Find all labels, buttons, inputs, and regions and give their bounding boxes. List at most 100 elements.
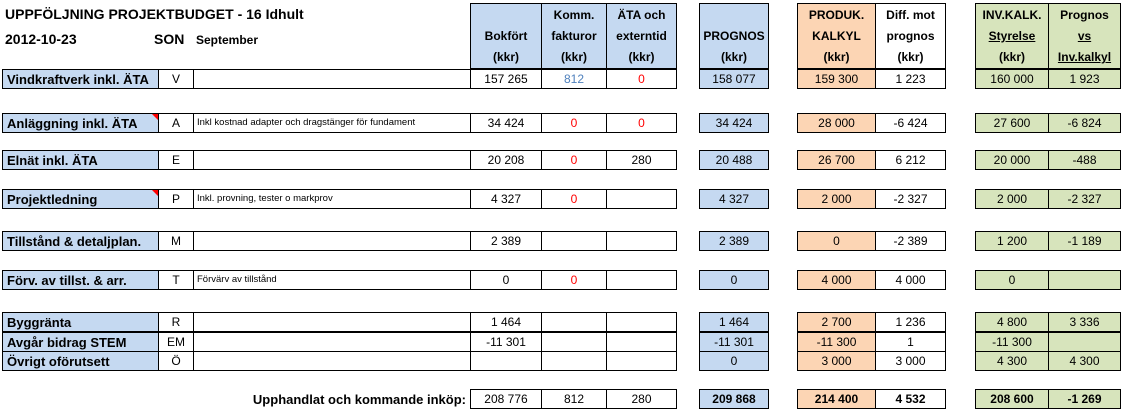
cell-inv[interactable]: -11 300	[975, 332, 1049, 352]
total-produk[interactable]: 214 400	[797, 389, 876, 409]
cell-inv[interactable]: 2 000	[975, 189, 1049, 209]
row-label[interactable]: Projektledning	[2, 189, 159, 209]
cell-inv[interactable]: 160 000	[975, 69, 1049, 89]
cell-prognos[interactable]: 0	[699, 270, 769, 290]
row-note[interactable]	[193, 351, 471, 371]
cell-diff[interactable]: 6 212	[875, 150, 946, 170]
header-prognos-vs-inv[interactable]: Prognos vs Inv.kalkyl	[1048, 3, 1121, 69]
cell-ata[interactable]	[606, 270, 677, 290]
cell-bokfort[interactable]: -11 301	[470, 332, 542, 352]
cell-diff[interactable]: 1 223	[875, 69, 946, 89]
cell-komm[interactable]	[541, 312, 607, 332]
header-prognos[interactable]: PROGNOS (kkr)	[699, 3, 769, 69]
cell-ata[interactable]: 280	[606, 150, 677, 170]
cell-ata[interactable]: 0	[606, 113, 677, 133]
header-produk-kalkyl[interactable]: PRODUK. KALKYL (kkr)	[797, 3, 876, 69]
cell-produk[interactable]: 2 000	[797, 189, 876, 209]
cell-bokfort[interactable]	[470, 351, 542, 371]
cell-ata[interactable]	[606, 189, 677, 209]
total-inv[interactable]: 208 600	[975, 389, 1049, 409]
cell-bokfort[interactable]: 0	[470, 270, 542, 290]
cell-prognos[interactable]: 0	[699, 351, 769, 371]
cell-pvs[interactable]: -488	[1048, 150, 1121, 170]
row-code[interactable]: T	[158, 270, 194, 290]
cell-diff[interactable]: 4 000	[875, 270, 946, 290]
cell-ata[interactable]: 0	[606, 69, 677, 89]
cell-prognos[interactable]: 2 389	[699, 231, 769, 251]
cell-bokfort[interactable]: 2 389	[470, 231, 542, 251]
cell-prognos[interactable]: 158 077	[699, 69, 769, 89]
cell-ata[interactable]	[606, 231, 677, 251]
total-pvs[interactable]: -1 269	[1048, 389, 1121, 409]
cell-diff[interactable]: -6 424	[875, 113, 946, 133]
header-komm-fakturor[interactable]: Komm. fakturor (kkr)	[541, 3, 607, 69]
row-label[interactable]: Elnät inkl. ÄTA	[2, 150, 159, 170]
cell-pvs[interactable]: 4 300	[1048, 351, 1121, 371]
row-label[interactable]: Förv. av tillst. & arr.	[2, 270, 159, 290]
cell-inv[interactable]: 1 200	[975, 231, 1049, 251]
cell-produk[interactable]: 26 700	[797, 150, 876, 170]
total-komm[interactable]: 812	[541, 389, 607, 409]
cell-inv[interactable]: 4 800	[975, 312, 1049, 332]
cell-diff[interactable]: 1 236	[875, 312, 946, 332]
cell-komm[interactable]	[541, 231, 607, 251]
cell-bokfort[interactable]: 1 464	[470, 312, 542, 332]
row-code[interactable]: A	[158, 113, 194, 133]
cell-komm[interactable]: 812	[541, 69, 607, 89]
total-ata[interactable]: 280	[606, 389, 677, 409]
total-diff[interactable]: 4 532	[875, 389, 946, 409]
comment-indicator-icon[interactable]	[152, 190, 158, 196]
comment-indicator-icon[interactable]	[152, 114, 158, 120]
row-code[interactable]: V	[158, 69, 194, 89]
cell-diff[interactable]: -2 389	[875, 231, 946, 251]
row-label[interactable]: Övrigt oförutsett	[2, 351, 159, 371]
cell-ata[interactable]	[606, 312, 677, 332]
cell-pvs[interactable]: -2 327	[1048, 189, 1121, 209]
total-prognos[interactable]: 209 868	[699, 389, 769, 409]
cell-ata[interactable]	[606, 332, 677, 352]
cell-produk[interactable]: 3 000	[797, 351, 876, 371]
cell-produk[interactable]: 28 000	[797, 113, 876, 133]
cell-pvs[interactable]: 3 336	[1048, 312, 1121, 332]
cell-inv[interactable]: 27 600	[975, 113, 1049, 133]
cell-bokfort[interactable]: 4 327	[470, 189, 542, 209]
row-label[interactable]: Tillstånd & detaljplan.	[2, 231, 159, 251]
cell-prognos[interactable]: 20 488	[699, 150, 769, 170]
row-note[interactable]: Inkl. provning, tester o markprov	[193, 189, 471, 209]
cell-bokfort[interactable]: 157 265	[470, 69, 542, 89]
row-code[interactable]: Ö	[158, 351, 194, 371]
row-note[interactable]	[193, 150, 471, 170]
cell-bokfort[interactable]: 20 208	[470, 150, 542, 170]
cell-produk[interactable]: 0	[797, 231, 876, 251]
cell-prognos[interactable]: -11 301	[699, 332, 769, 352]
row-label[interactable]: Vindkraftverk inkl. ÄTA	[2, 69, 159, 89]
row-label[interactable]: Avgår bidrag STEM	[2, 332, 159, 352]
cell-komm[interactable]	[541, 332, 607, 352]
cell-diff[interactable]: -2 327	[875, 189, 946, 209]
header-inv-kalk[interactable]: INV.KALK. Styrelse (kkr)	[975, 3, 1049, 69]
cell-prognos[interactable]: 34 424	[699, 113, 769, 133]
header-ata-externtid[interactable]: ÄTA och externtid (kkr)	[606, 3, 677, 69]
row-code[interactable]: M	[158, 231, 194, 251]
cell-komm[interactable]	[541, 351, 607, 371]
row-note[interactable]: Inkl kostnad adapter och dragstänger för…	[193, 113, 471, 133]
row-label[interactable]: Anläggning inkl. ÄTA	[2, 113, 159, 133]
total-bokfort[interactable]: 208 776	[470, 389, 542, 409]
cell-produk[interactable]: 159 300	[797, 69, 876, 89]
cell-pvs[interactable]: 1 923	[1048, 69, 1121, 89]
row-note[interactable]: Förvärv av tillstånd	[193, 270, 471, 290]
cell-komm[interactable]: 0	[541, 270, 607, 290]
cell-pvs[interactable]: -1 189	[1048, 231, 1121, 251]
row-note[interactable]	[193, 69, 471, 89]
cell-pvs[interactable]	[1048, 270, 1121, 290]
row-code[interactable]: P	[158, 189, 194, 209]
cell-komm[interactable]: 0	[541, 150, 607, 170]
header-bokfort[interactable]: Bokfört (kkr)	[470, 3, 542, 69]
cell-bokfort[interactable]: 34 424	[470, 113, 542, 133]
cell-pvs[interactable]	[1048, 332, 1121, 352]
header-diff-prognos[interactable]: Diff. mot prognos (kkr)	[875, 3, 946, 69]
cell-komm[interactable]: 0	[541, 189, 607, 209]
cell-produk[interactable]: -11 300	[797, 332, 876, 352]
cell-produk[interactable]: 4 000	[797, 270, 876, 290]
cell-diff[interactable]: 3 000	[875, 351, 946, 371]
